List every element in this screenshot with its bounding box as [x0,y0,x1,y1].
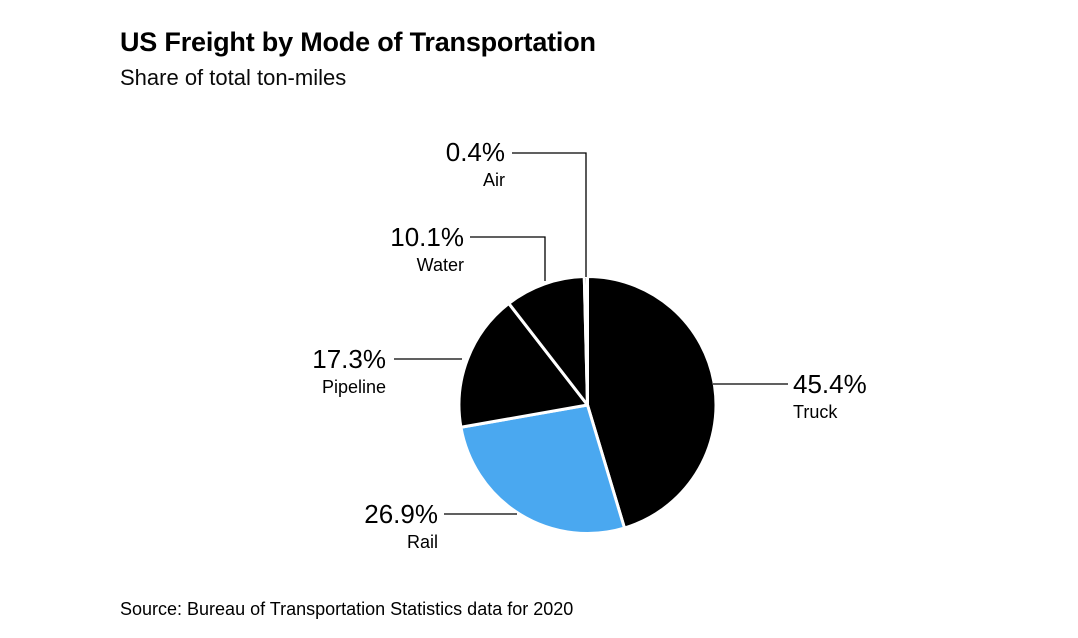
leader-line-water [470,236,546,281]
pie-slice-pipeline [457,301,589,429]
pie-slice-truck [586,275,718,530]
source-note: Source: Bureau of Transportation Statist… [120,599,574,619]
pie-slice-water [507,275,589,407]
chart-subtitle: Share of total ton-miles [120,65,347,90]
pie-slices [457,274,718,535]
slice-name-water: Water [416,255,464,275]
slice-value-water: 10.1% [390,222,464,252]
slice-name-air: Air [483,170,505,190]
slice-value-air: 0.4% [445,137,505,167]
leader-line-air [512,152,587,277]
leader-lines [394,152,788,515]
slice-name-rail: Rail [406,532,438,552]
slice-value-rail: 26.9% [364,499,438,529]
pie-slice-rail [459,403,626,535]
chart-title: US Freight by Mode of Transportation [120,27,596,57]
slice-label-pipeline: 17.3% Pipeline [312,344,386,398]
slice-label-air: 0.4% Air [445,137,505,191]
slice-label-water: 10.1% Water [390,222,464,276]
slice-label-truck: 45.4% Truck [793,369,867,423]
slice-label-rail: 26.9% Rail [364,499,438,553]
slice-value-truck: 45.4% [793,369,867,399]
slice-value-pipeline: 17.3% [312,344,386,374]
slice-name-pipeline: Pipeline [321,377,386,397]
slice-name-truck: Truck [793,402,838,422]
